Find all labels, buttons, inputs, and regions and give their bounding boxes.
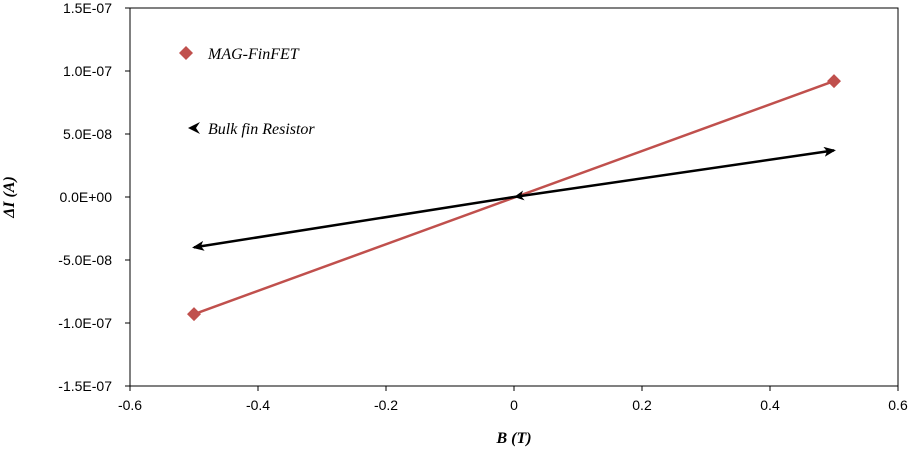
x-tick-label: 0.6 xyxy=(888,397,908,413)
data-point-mag-finfet xyxy=(827,74,841,89)
legend-label: MAG-FinFET xyxy=(207,46,300,63)
x-tick-label: 0 xyxy=(510,397,518,413)
data-point-mag-finfet xyxy=(187,307,201,322)
data-point-bulk-fin-resistor xyxy=(514,190,525,201)
y-tick-label: 1.0E-07 xyxy=(63,63,112,79)
series-arrow-bulk-fin-resistor xyxy=(192,195,515,251)
x-tick-label: 0.4 xyxy=(760,397,780,413)
y-tick-label: 5.0E-08 xyxy=(63,126,112,142)
x-axis-ticks: -0.6 -0.4 -0.2 0 0.2 0.4 0.6 xyxy=(118,386,908,413)
x-tick-label: -0.2 xyxy=(374,397,398,413)
legend: MAG-FinFET Bulk fin Resistor xyxy=(179,46,315,138)
legend-marker-bulk-fin-resistor xyxy=(188,122,200,134)
y-tick-label: -1.0E-07 xyxy=(58,315,112,331)
y-tick-label: 0.0E+00 xyxy=(59,189,112,205)
y-axis-title: ΔI (A) xyxy=(1,176,18,219)
x-tick-label: -0.4 xyxy=(246,397,270,413)
series-arrow-bulk-fin-resistor xyxy=(513,146,836,199)
x-axis-title: B (T) xyxy=(495,430,531,447)
x-tick-label: 0.2 xyxy=(632,397,652,413)
y-tick-label: 1.5E-07 xyxy=(63,0,112,16)
x-tick-label: -0.6 xyxy=(118,397,142,413)
y-tick-label: -5.0E-08 xyxy=(58,252,112,268)
y-tick-label: -1.5E-07 xyxy=(58,378,112,394)
legend-label: Bulk fin Resistor xyxy=(208,121,315,138)
y-axis-ticks: 1.5E-07 1.0E-07 5.0E-08 0.0E+00 -5.0E-08 -1.0… xyxy=(58,0,130,394)
legend-marker-mag-finfet xyxy=(179,46,193,60)
series-layer xyxy=(187,74,841,322)
